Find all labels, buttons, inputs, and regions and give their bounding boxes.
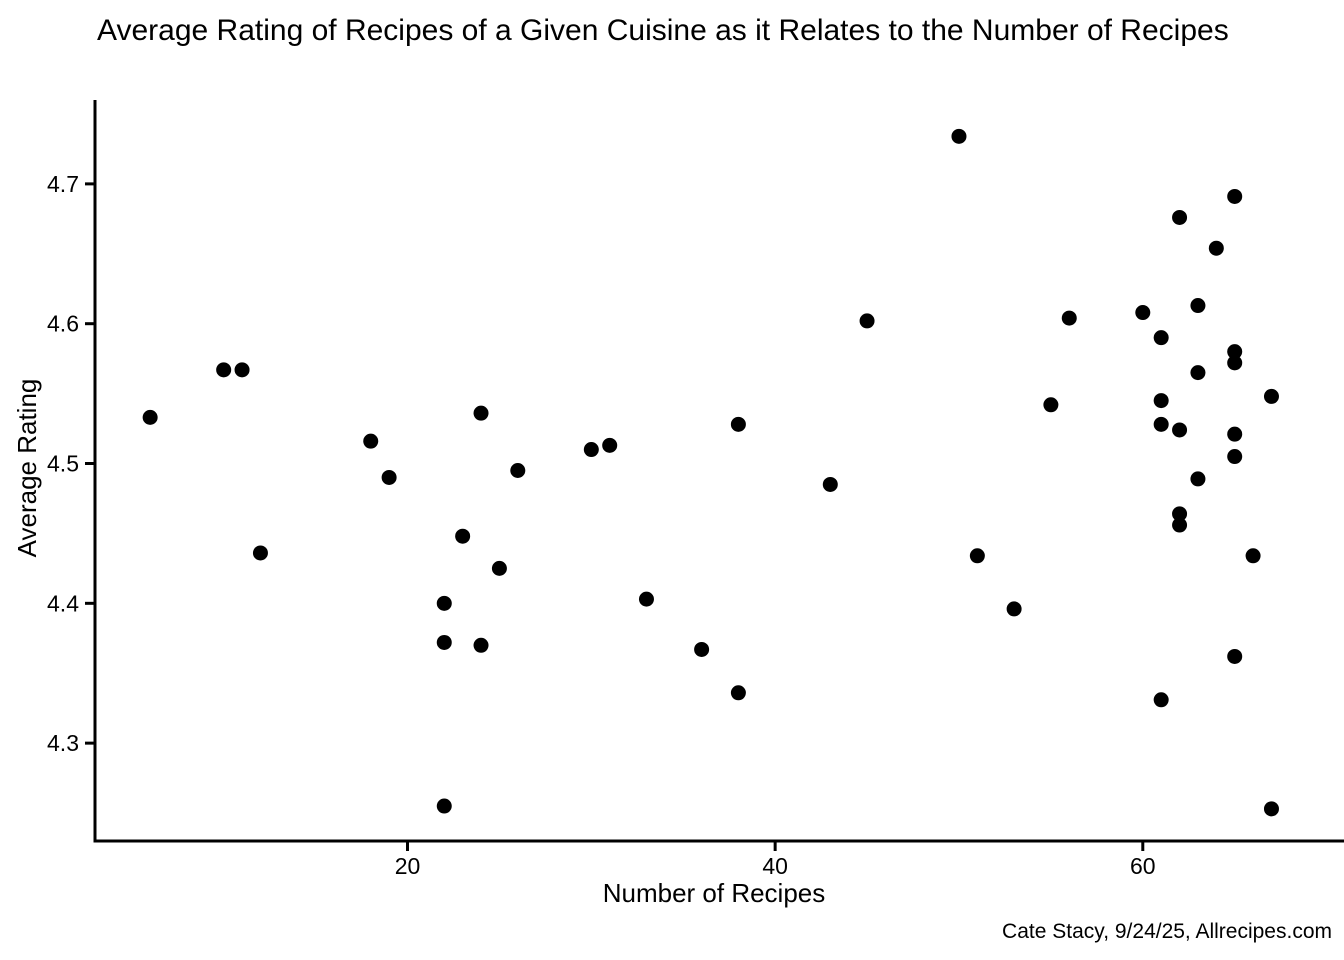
data-point: [694, 641, 710, 657]
x-axis-title: Number of Recipes: [603, 878, 826, 908]
data-point: [1227, 188, 1243, 204]
data-point: [969, 548, 985, 564]
data-point: [1172, 517, 1188, 533]
data-point: [436, 595, 452, 611]
data-point: [1172, 422, 1188, 438]
data-point: [1006, 601, 1022, 617]
data-point: [1172, 506, 1188, 522]
attribution-text: Cate Stacy, 9/24/25, Allrecipes.com: [1002, 920, 1332, 943]
data-point: [1153, 330, 1169, 346]
data-point: [1190, 471, 1206, 487]
data-point: [822, 476, 838, 492]
data-point: [638, 591, 654, 607]
data-point: [234, 362, 250, 378]
data-point: [1153, 393, 1169, 409]
data-point: [142, 409, 158, 425]
data-point: [381, 469, 397, 485]
tick-label-layer: 20 40 60 4.3 4.4 4.5 4.6 4.7: [47, 171, 1156, 879]
data-point: [455, 528, 471, 544]
data-point: [363, 433, 379, 449]
data-point: [1208, 240, 1224, 256]
x-tick-label: 20: [395, 853, 421, 879]
data-point: [1227, 648, 1243, 664]
data-point: [473, 405, 489, 421]
data-point: [1190, 365, 1206, 381]
data-point: [1190, 298, 1206, 314]
y-axis-title: Average Rating: [12, 379, 42, 558]
data-point: [859, 313, 875, 329]
x-tick-label: 60: [1130, 853, 1156, 879]
data-point: [1153, 692, 1169, 708]
y-tick-label: 4.5: [47, 451, 79, 477]
y-tick-label: 4.4: [47, 590, 79, 616]
points-layer: [142, 128, 1279, 817]
data-point: [436, 798, 452, 814]
data-point: [1135, 305, 1151, 321]
data-point: [1227, 449, 1243, 465]
data-point: [583, 442, 599, 458]
data-point: [1172, 209, 1188, 225]
data-point: [1263, 388, 1279, 404]
data-point: [510, 463, 526, 478]
data-point: [1245, 548, 1261, 564]
data-point: [730, 416, 746, 432]
data-point: [1263, 801, 1279, 817]
data-point: [1153, 416, 1169, 432]
data-point: [1061, 310, 1077, 326]
data-point: [491, 560, 507, 576]
y-tick-label: 4.6: [47, 311, 79, 337]
data-point: [473, 637, 489, 653]
data-point: [1043, 397, 1059, 413]
data-point: [1227, 355, 1243, 371]
data-point: [602, 437, 618, 453]
data-point: [436, 634, 452, 650]
y-tick-label: 4.3: [47, 730, 79, 756]
y-tick-label: 4.7: [47, 171, 79, 197]
data-point: [1227, 426, 1243, 442]
axes-layer: [85, 100, 1344, 851]
data-point: [951, 128, 967, 144]
x-tick-label: 40: [762, 853, 788, 879]
data-point: [1227, 344, 1243, 360]
data-point: [252, 545, 268, 561]
chart-title: Average Rating of Recipes of a Given Cui…: [97, 14, 1229, 47]
data-point: [730, 685, 746, 701]
data-point: [216, 362, 232, 378]
